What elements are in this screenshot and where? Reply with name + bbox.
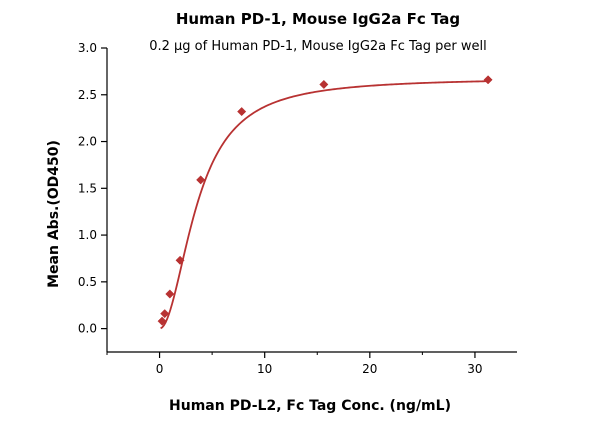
chart-title: Human PD-1, Mouse IgG2a Fc Tag	[176, 10, 460, 28]
y-tick-label: 3.0	[78, 41, 97, 55]
data-point	[157, 316, 167, 326]
data-point	[160, 309, 170, 319]
x-tick-label: 10	[257, 362, 272, 376]
y-axis-label: Mean Abs.(OD450)	[46, 140, 62, 288]
data-point	[196, 175, 206, 185]
data-point	[165, 289, 175, 299]
x-tick-label: 0	[156, 362, 164, 376]
plot-area: 0.0 0.5 1.0 1.5 2.0 2.5 3.0 0 10 20 30	[78, 41, 517, 376]
y-tick-label: 1.0	[78, 228, 97, 242]
chart-subtitle: 0.2 μg of Human PD-1, Mouse IgG2a Fc Tag…	[149, 39, 487, 54]
y-tick-label: 1.5	[78, 181, 97, 195]
y-tick-label: 2.5	[78, 88, 97, 102]
data-point	[237, 107, 247, 117]
data-point	[319, 79, 329, 90]
fit-curve	[160, 80, 489, 330]
y-tick-label: 0.0	[78, 322, 97, 336]
x-tick-label: 30	[467, 362, 482, 376]
y-tick-label: 0.5	[78, 275, 97, 289]
x-tick-label: 20	[362, 362, 377, 376]
data-point	[175, 255, 185, 265]
x-axis-label: Human PD-L2, Fc Tag Conc. (ng/mL)	[169, 398, 451, 414]
data-point	[483, 75, 493, 85]
y-tick-label: 2.0	[78, 135, 97, 149]
